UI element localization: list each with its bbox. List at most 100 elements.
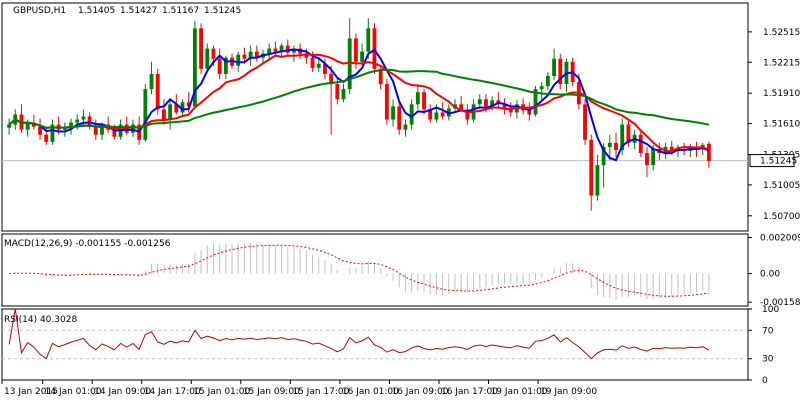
candle-body	[75, 119, 80, 123]
candle-body	[254, 51, 259, 58]
candle-body	[267, 48, 272, 54]
candle-body	[459, 104, 464, 110]
candle-body	[645, 152, 649, 166]
candle-body	[403, 124, 408, 130]
price-tick-label: 1.51005	[763, 181, 800, 191]
candle-body	[533, 89, 538, 115]
candle-body	[273, 48, 278, 52]
candle-body	[384, 84, 389, 120]
candle-body	[589, 139, 594, 196]
candle-body	[112, 129, 117, 137]
candle-body	[428, 109, 433, 120]
rsi-line	[8, 308, 710, 360]
candle-body	[162, 109, 166, 120]
candle-body	[81, 116, 86, 120]
rsi-tick-label: 100	[762, 305, 779, 315]
candle-body	[7, 124, 12, 128]
candle-body	[620, 124, 625, 150]
candle-body	[527, 110, 532, 115]
candle-body	[415, 92, 420, 105]
candle-body	[100, 124, 104, 135]
time-tick-label: 13 Jan 2015	[4, 387, 58, 397]
ohlc-value: 1.51427	[120, 6, 157, 16]
candle-body	[360, 51, 365, 62]
candle-body	[236, 54, 241, 66]
candle-body	[329, 73, 334, 85]
candle-body	[638, 134, 643, 153]
candle-body	[353, 38, 358, 62]
price-axis-ticks: 1.525151.522151.519101.516101.513051.510…	[748, 28, 800, 222]
candle-body	[248, 51, 253, 59]
time-tick-label: 15 Jan 09:00	[243, 387, 300, 397]
candle-body	[502, 104, 507, 110]
price-tick-label: 1.52515	[763, 28, 800, 38]
candle-body	[279, 45, 284, 52]
time-tick-label: 15 Jan 17:00	[292, 387, 349, 397]
candle-body	[706, 143, 711, 162]
macd-tick-label: -0.001586	[760, 298, 800, 308]
candle-body	[372, 28, 377, 69]
ohlc-values: 1.51405 1.51427 1.51167 1.51245	[78, 6, 241, 16]
rsi-tick-label: 30	[762, 355, 774, 365]
price-pane[interactable]: GBPUSD,H1 1.51405 1.51427 1.51167 1.51245 1…	[2, 6, 800, 222]
candle-body	[168, 104, 173, 120]
price-tick-label: 1.50700	[763, 212, 800, 222]
candle-body	[25, 122, 30, 130]
ohlc-value: 1.51245	[204, 6, 241, 16]
candle-body	[378, 68, 383, 85]
candle-body	[285, 45, 290, 53]
candle-body	[192, 28, 197, 107]
candle-body	[477, 99, 482, 105]
candle-body	[583, 104, 587, 140]
candle-body	[316, 63, 321, 68]
rsi-tick-label: 0	[762, 376, 768, 386]
candle-body	[180, 102, 185, 113]
candle-body	[601, 146, 606, 166]
macd-signal-line	[9, 244, 709, 297]
time-tick-label: 14 Jan 17:00	[144, 387, 201, 397]
candle-body	[484, 99, 488, 107]
pane-frames	[1, 2, 749, 381]
macd-histogram	[14, 243, 710, 300]
candle-body	[205, 48, 210, 69]
ohlc-value: 1.51405	[78, 6, 115, 16]
candle-body	[44, 134, 49, 142]
candle-body	[174, 104, 179, 113]
candle-body	[242, 54, 247, 59]
candle-body	[217, 58, 222, 74]
candle-body	[607, 142, 612, 147]
macd-pane[interactable]: MACD(12,26,9) -0.001155 -0.001256 0.0020…	[4, 233, 800, 308]
moving-average-line	[8, 68, 710, 129]
candle-body	[508, 109, 513, 113]
candle-body	[595, 165, 600, 196]
candle-body	[186, 102, 191, 107]
candle-body	[149, 73, 154, 90]
candle-body	[440, 112, 445, 117]
ohlc-value: 1.51167	[162, 6, 199, 16]
current-price-label: 1.51245	[760, 157, 797, 167]
candle-body	[614, 142, 618, 150]
candle-body	[292, 48, 296, 53]
candle-body	[545, 75, 550, 87]
rsi-axis-ticks: 100 70 30 0	[748, 305, 779, 386]
price-tick-label: 1.51910	[763, 89, 800, 99]
candle-body	[422, 92, 426, 110]
candle-body	[211, 48, 216, 59]
pane-border	[1, 2, 749, 232]
macd-tick-label: 0.002009	[760, 233, 800, 243]
candle-body	[391, 106, 395, 120]
macd-axis-ticks: 0.002009 0.00 -0.001586	[748, 233, 800, 308]
candle-body	[669, 146, 674, 151]
pane-border	[1, 233, 749, 307]
candle-body	[143, 89, 148, 140]
symbol-label: GBPUSD,H1	[13, 6, 66, 16]
price-tick-label: 1.51610	[763, 120, 800, 130]
candle-body	[93, 126, 98, 135]
moving-averages-group	[8, 48, 710, 162]
candle-body	[155, 73, 160, 110]
rsi-pane[interactable]: RSI(14) 40.3028 100 70 30 0	[2, 305, 779, 386]
candle-body	[465, 109, 470, 120]
candle-body	[626, 124, 631, 143]
candle-body	[341, 89, 346, 100]
